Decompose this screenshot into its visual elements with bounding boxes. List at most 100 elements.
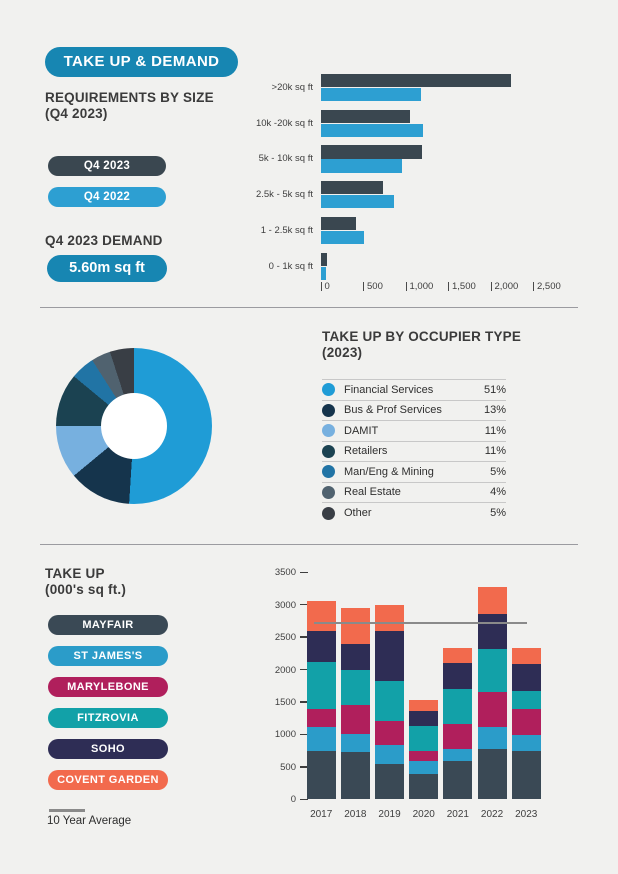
legend-label-financial-services: Financial Services — [344, 383, 434, 396]
bar-segment-fitzrovia-2017 — [306, 661, 336, 710]
legend-percent-retailers: 11% — [484, 445, 506, 458]
x-axis-tick-mark — [405, 282, 407, 291]
bar-segment-covent-garden-2018 — [340, 608, 370, 644]
bar-segment-covent-garden-2019 — [375, 604, 405, 631]
demand-heading: Q4 2023 DEMAND — [45, 233, 163, 248]
bar-segment-st-james-s-2022 — [477, 726, 507, 750]
bar-segment-marylebone-2017 — [306, 709, 336, 728]
bar-segment-covent-garden-2022 — [477, 586, 507, 615]
take-up-heading: TAKE UP (000's sq ft.) — [45, 566, 126, 598]
bar-segment-marylebone-2018 — [340, 704, 370, 734]
bar-segment-mayfair-2017 — [306, 751, 336, 800]
legend-percent-real-estate: 4% — [490, 486, 506, 499]
legend-percent-other: 5% — [490, 507, 506, 520]
other-dot-icon — [322, 506, 335, 520]
bar-segment-soho-2022 — [477, 614, 507, 649]
y-axis-tick-mark — [300, 668, 308, 671]
bar-q4-2022-0-1k-sq-ft — [320, 266, 326, 280]
x-axis-year-label-2018: 2018 — [344, 809, 367, 821]
bar-segment-covent-garden-2023 — [511, 647, 541, 665]
legend-row-man-eng-mining: Man/Eng & Mining 5% — [322, 462, 506, 483]
bar-segment-soho-2017 — [306, 630, 336, 662]
area-pill-mayfair: MAYFAIR — [48, 615, 168, 635]
damit-dot-icon — [322, 424, 335, 438]
take-up-stacked-chart: 0 500 1000 1500 2000 2500 3000 3500 2017 2018 2019… — [265, 565, 580, 830]
legend-label-other: Other — [344, 507, 372, 520]
legend-row-bus-prof-services: Bus & Prof Services 13% — [322, 401, 506, 421]
x-axis-tick-mark — [363, 282, 364, 291]
y-axis-tick-mark — [300, 798, 308, 801]
bar-segment-soho-2018 — [340, 643, 370, 670]
category-label-20k-sq-ft: >20k sq ft — [271, 82, 313, 93]
x-axis-tick-label: 1,500 — [452, 281, 476, 292]
legend-percent-damit: 11% — [484, 424, 506, 437]
legend-row-retailers: Retailers 11% — [322, 442, 506, 462]
x-axis-tick-label: 1,000 — [409, 281, 434, 292]
x-axis-year-label-2020: 2020 — [412, 809, 435, 821]
bar-segment-marylebone-2019 — [375, 720, 405, 745]
average-line-label: 10 Year Average — [47, 815, 132, 827]
bar-q4-2023-0-1k-sq-ft — [320, 252, 328, 266]
bar-segment-soho-2021 — [443, 663, 473, 690]
bar-q4-2023-20k-sq-ft — [320, 74, 511, 88]
x-axis-tick-mark — [448, 282, 449, 291]
requirements-heading: REQUIREMENTS BY SIZE (Q4 2023) — [45, 90, 214, 122]
x-axis-tick-label: 2,500 — [537, 281, 561, 292]
bar-q4-2023-1-2-5k-sq-ft — [320, 216, 357, 230]
legend-label-man-eng-mining: Man/Eng & Mining — [344, 465, 434, 478]
occupier-legend: Financial Services 51% Bus & Prof Services… — [322, 379, 506, 524]
category-label-5k-10k-sq-ft: 5k - 10k sq ft — [258, 153, 313, 165]
y-axis-tick-label: 3000 — [274, 599, 296, 611]
y-axis-tick-label: 0 — [290, 794, 296, 806]
legend-percent-man-eng-mining: 5% — [490, 465, 506, 478]
bar-segment-mayfair-2021 — [443, 761, 473, 800]
category-label-1-2-5k-sq-ft: 1 - 2.5k sq ft — [260, 224, 313, 236]
bar-segment-soho-2023 — [511, 664, 541, 691]
bar-segment-soho-2020 — [409, 710, 439, 727]
man-eng-mining-dot-icon — [322, 465, 335, 479]
area-pill-fitzrovia: FITZROVIA — [48, 708, 168, 728]
area-pill-marylebone: MARYLEBONE — [48, 677, 168, 697]
x-axis-year-label-2019: 2019 — [378, 809, 401, 821]
bar-segment-marylebone-2020 — [409, 751, 439, 762]
category-label-0-1k-sq-ft: 0 - 1k sq ft — [268, 260, 313, 272]
x-axis-tick-mark — [533, 282, 534, 291]
bar-q4-2022-1-2-5k-sq-ft — [320, 230, 364, 244]
bar-segment-st-james-s-2017 — [306, 727, 336, 751]
category-label-10k-20k-sq-ft: 10k -20k sq ft — [255, 117, 313, 129]
bar-q4-2022-5k-10k-sq-ft — [320, 159, 403, 173]
legend-label-damit: DAMIT — [344, 424, 379, 437]
bar-segment-mayfair-2020 — [409, 774, 439, 800]
bar-segment-st-james-s-2019 — [375, 744, 405, 765]
bar-q4-2022-2-5k-5k-sq-ft — [320, 195, 395, 209]
legend-row-financial-services: Financial Services 51% — [322, 380, 506, 401]
bar-q4-2023-10k-20k-sq-ft — [320, 109, 410, 123]
legend-percent-financial-services: 51% — [483, 383, 506, 396]
bar-segment-mayfair-2023 — [511, 751, 541, 800]
bar-q4-2023-2-5k-5k-sq-ft — [320, 181, 384, 195]
demand-value-pill: 5.60m sq ft — [47, 255, 167, 282]
bar-segment-covent-garden-2020 — [409, 700, 439, 711]
bar-q4-2022-20k-sq-ft — [320, 88, 421, 102]
legend-label-bus-prof-services: Bus & Prof Services — [344, 404, 442, 417]
y-axis-tick-label: 1000 — [274, 729, 296, 741]
bar-segment-fitzrovia-2022 — [477, 648, 507, 692]
section-divider-2 — [40, 544, 578, 545]
bar-segment-fitzrovia-2023 — [511, 691, 541, 709]
x-axis-year-label-2022: 2022 — [480, 809, 504, 821]
real-estate-dot-icon — [322, 485, 335, 499]
occupier-title-line2: (2023) — [322, 345, 363, 360]
bar-segment-st-james-s-2020 — [409, 761, 439, 775]
x-axis-tick-label: 500 — [367, 281, 383, 292]
legend-pill-q4-2022: Q4 2022 — [48, 187, 166, 207]
requirements-by-size-chart: >20k sq ft 10k -20k sq ft 5k - 10k sq ft 2.… — [200, 70, 580, 300]
ten-year-average-line — [314, 621, 527, 624]
bar-segment-soho-2019 — [375, 630, 405, 681]
legend-pill-q4-2023: Q4 2023 — [48, 156, 166, 176]
y-axis-tick-label: 3500 — [274, 567, 296, 579]
category-label-2-5k-5k-sq-ft: 2.5k - 5k sq ft — [255, 189, 313, 201]
y-axis-tick-mark — [300, 603, 308, 606]
y-axis-tick-label: 2500 — [274, 632, 296, 644]
y-axis-tick-mark — [300, 733, 308, 736]
